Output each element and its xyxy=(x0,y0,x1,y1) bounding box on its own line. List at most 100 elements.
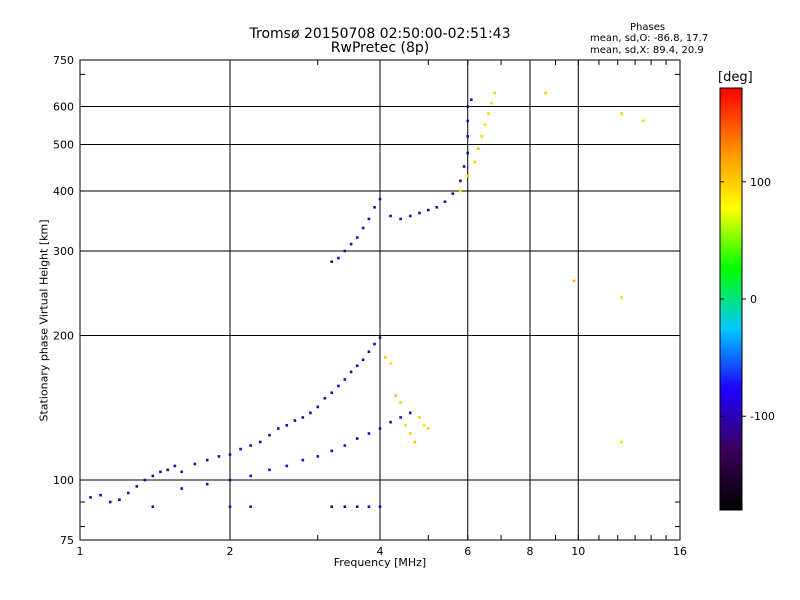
x-mode-point xyxy=(477,147,480,151)
o-mode-point xyxy=(466,119,470,123)
o-mode-point xyxy=(316,405,320,409)
x-mode-point xyxy=(389,362,392,365)
o-mode-point xyxy=(217,455,221,458)
o-mode-point xyxy=(408,214,412,218)
data-points xyxy=(89,91,645,508)
o-mode-point xyxy=(293,419,297,422)
x-mode-point xyxy=(384,356,387,359)
o-mode-point xyxy=(378,505,382,508)
o-mode-point xyxy=(418,211,421,215)
phases-title: Phases xyxy=(630,22,666,33)
x-mode-point xyxy=(422,424,426,427)
o-mode-point xyxy=(330,505,334,508)
o-mode-point xyxy=(435,205,439,209)
o-mode-point xyxy=(173,464,177,468)
o-mode-point xyxy=(166,468,170,472)
o-mode-point xyxy=(249,444,252,447)
o-mode-point xyxy=(228,478,232,482)
x-mode-point xyxy=(426,427,430,430)
y-tick-label: 75 xyxy=(60,534,74,547)
x-mode-point xyxy=(399,401,402,404)
o-mode-point xyxy=(285,424,289,427)
o-mode-point xyxy=(367,350,371,354)
o-mode-point xyxy=(466,151,470,155)
phases-o-mode-stats: mean, sd,O: -86.8, 17.7 xyxy=(590,33,709,44)
o-mode-point xyxy=(343,378,347,381)
x-mode-point xyxy=(544,91,547,95)
o-mode-point xyxy=(228,505,232,508)
colorbar-unit: deg xyxy=(723,70,748,85)
o-mode-point xyxy=(378,197,382,201)
x-tick-label: 10 xyxy=(571,545,585,558)
o-mode-point xyxy=(462,165,466,168)
o-mode-point xyxy=(349,242,353,246)
y-tick-label: 300 xyxy=(53,245,74,258)
o-mode-point xyxy=(151,505,155,508)
o-mode-point xyxy=(443,200,447,204)
x-mode-point xyxy=(641,119,645,123)
o-mode-point xyxy=(316,455,320,458)
x-mode-point xyxy=(408,432,412,435)
x-tick-label: 16 xyxy=(673,545,687,558)
o-mode-point xyxy=(249,474,252,478)
colorbar-tick-label: 100 xyxy=(750,176,771,189)
x-mode-point xyxy=(572,279,576,283)
x-mode-point xyxy=(493,91,497,95)
o-mode-point xyxy=(399,416,402,419)
o-mode-point xyxy=(399,217,402,221)
o-mode-point xyxy=(193,462,197,466)
o-mode-point xyxy=(361,358,365,362)
y-tick-label: 400 xyxy=(53,185,74,198)
x-mode-point xyxy=(394,394,397,397)
o-mode-point xyxy=(373,205,376,209)
o-mode-point xyxy=(258,440,262,444)
x-mode-point xyxy=(620,296,623,299)
o-mode-point xyxy=(205,458,209,462)
colorbar-tick-label: -100 xyxy=(750,410,775,423)
x-mode-point xyxy=(620,440,623,444)
o-mode-point xyxy=(301,416,305,419)
x-tick-label: 6 xyxy=(464,545,471,558)
o-mode-point xyxy=(451,192,455,195)
o-mode-point xyxy=(323,397,327,400)
o-mode-point xyxy=(126,491,130,495)
o-mode-point xyxy=(426,208,430,212)
o-mode-point xyxy=(309,411,312,415)
x-mode-point xyxy=(480,135,484,138)
x-tick-label: 8 xyxy=(527,545,534,558)
o-mode-point xyxy=(249,505,252,508)
x-mode-point xyxy=(473,160,477,164)
o-mode-point xyxy=(459,179,462,183)
o-mode-point xyxy=(389,214,392,218)
o-mode-point xyxy=(301,458,305,462)
o-mode-point xyxy=(330,391,334,395)
o-mode-point xyxy=(361,226,365,230)
o-mode-point xyxy=(367,217,371,221)
x-tick-label: 4 xyxy=(377,545,384,558)
o-mode-point xyxy=(355,437,359,440)
x-mode-point xyxy=(487,112,490,115)
o-mode-point xyxy=(228,453,232,456)
o-mode-point xyxy=(408,411,412,415)
x-tick-label: 2 xyxy=(227,545,234,558)
axis-ticks: 1 2 4 6 8 10 16 75 100 200 300 400 500 600 750 xyxy=(53,54,687,558)
o-mode-point xyxy=(118,498,121,501)
o-mode-point xyxy=(355,505,359,508)
colorbar-tick-label: 0 xyxy=(750,293,757,306)
y-tick-label: 100 xyxy=(53,474,74,487)
o-mode-point xyxy=(389,420,392,424)
o-mode-point xyxy=(239,447,242,451)
o-mode-point xyxy=(180,487,184,490)
o-mode-point xyxy=(378,427,382,430)
o-mode-point xyxy=(355,364,359,368)
o-mode-point xyxy=(135,485,139,488)
o-mode-point xyxy=(99,493,102,497)
o-mode-point xyxy=(330,449,334,453)
x-tick-label: 1 xyxy=(77,545,84,558)
y-tick-label: 750 xyxy=(53,54,74,67)
o-mode-point xyxy=(349,370,353,374)
o-mode-point xyxy=(143,478,147,482)
o-mode-point xyxy=(159,470,162,474)
